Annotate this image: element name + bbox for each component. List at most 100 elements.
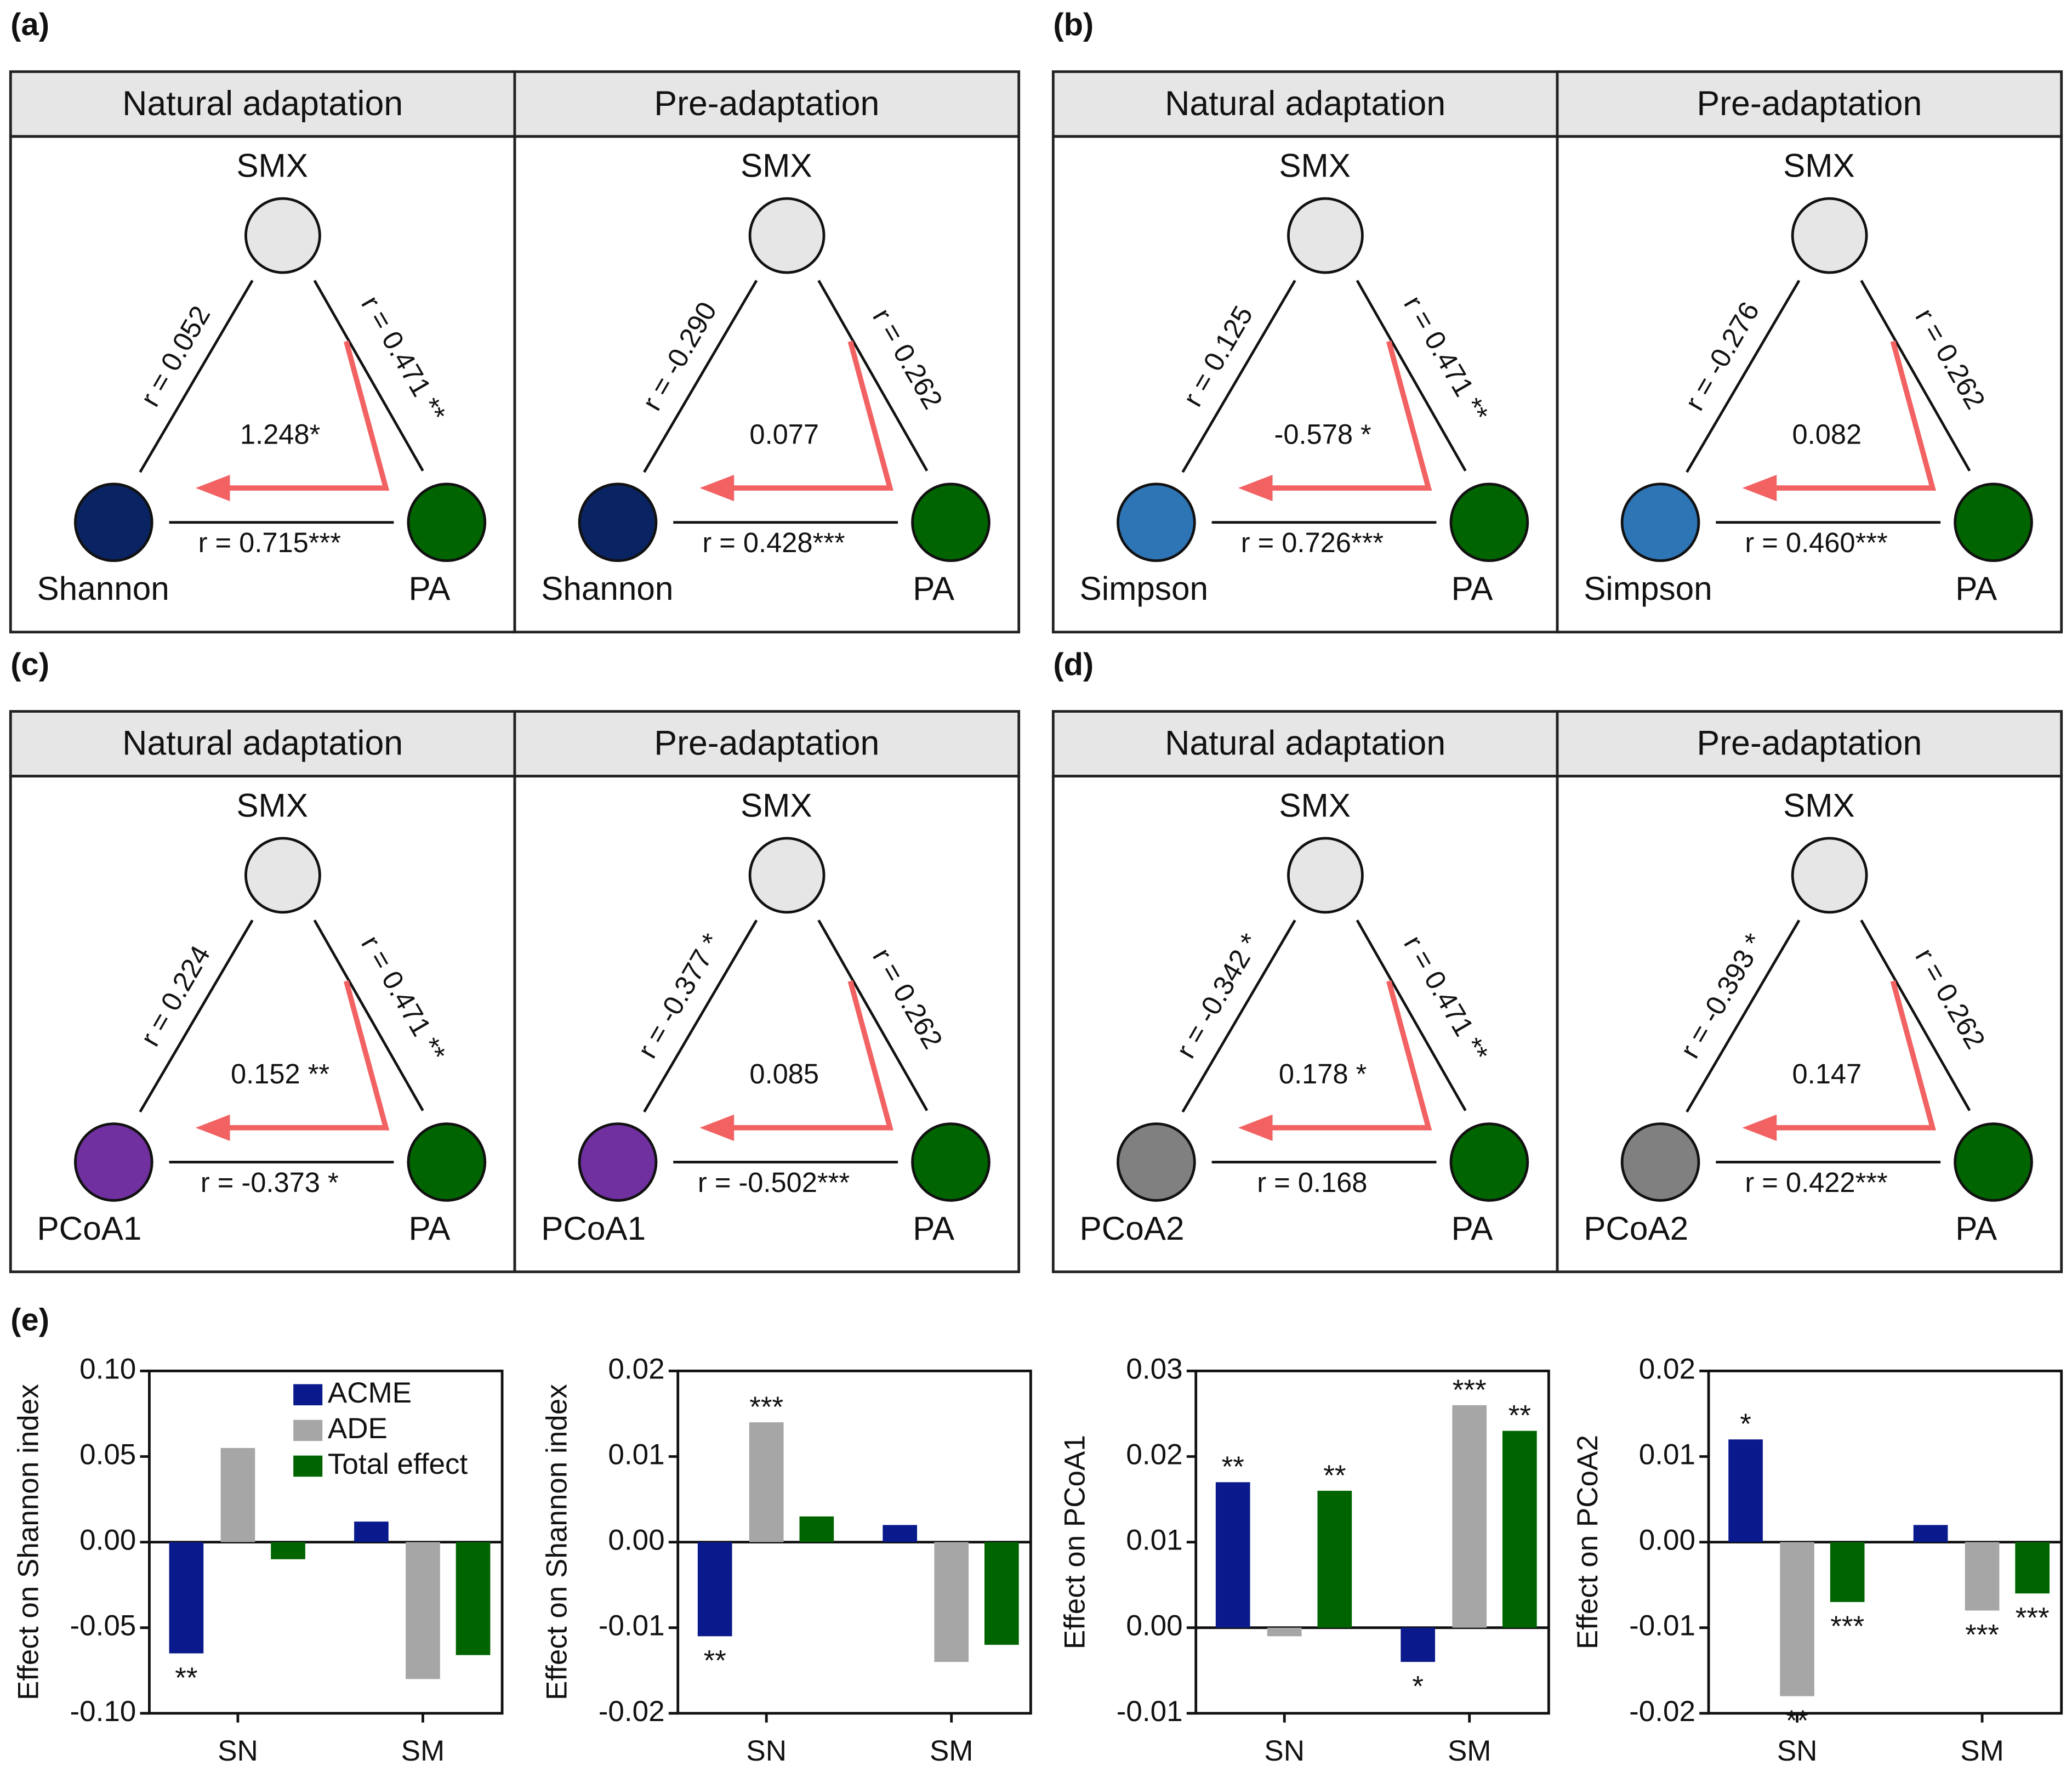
bar — [220, 1447, 255, 1542]
edge-label: r = -0.290 — [636, 297, 722, 416]
bar — [1780, 1542, 1814, 1696]
edge-label: r = 0.471 ** — [1398, 930, 1495, 1066]
panel-label: (b) — [1053, 7, 1094, 42]
effect-label: -0.578 * — [1274, 418, 1371, 450]
x-tick-label: SN — [746, 1735, 787, 1767]
node — [407, 482, 487, 563]
bar — [2015, 1542, 2050, 1594]
node-label: SMX — [1783, 786, 1855, 824]
edge-label: r = 0.471 ** — [1398, 291, 1495, 427]
node-label: PCoA1 — [541, 1210, 646, 1247]
bar — [749, 1422, 784, 1542]
y-tick-label: 0.01 — [608, 1439, 664, 1471]
edge-label: r = 0.471 ** — [355, 930, 452, 1066]
node — [244, 837, 321, 914]
y-tick-label: 0.02 — [1126, 1439, 1182, 1471]
edge-label: r = 0.471 ** — [355, 291, 452, 427]
bar — [984, 1542, 1019, 1645]
node-label: PA — [1451, 1210, 1494, 1247]
arrow-head — [195, 1114, 230, 1141]
node-label: SMX — [741, 147, 812, 184]
panel-box — [513, 775, 1021, 1274]
y-tick-label: -0.01 — [1117, 1695, 1183, 1728]
panel-label: (c) — [10, 647, 49, 682]
bar — [1401, 1627, 1436, 1662]
bar — [1830, 1542, 1865, 1602]
effect-label: 0.152 ** — [231, 1058, 329, 1089]
panel-label: (e) — [10, 1302, 49, 1337]
y-tick-label: 0.05 — [79, 1439, 136, 1471]
effect-label: 0.147 — [1792, 1058, 1862, 1089]
edge — [139, 280, 254, 473]
y-axis-title: Effect on Shannon index — [541, 1384, 573, 1700]
mediation-arrow — [222, 340, 390, 491]
x-tick-label: SN — [1264, 1735, 1305, 1767]
header-box — [1556, 710, 2063, 777]
edge-label: r = 0.715*** — [198, 527, 341, 558]
edge-label: r = 0.422*** — [1745, 1167, 1887, 1198]
legend-swatch — [293, 1455, 323, 1477]
y-tick-label: -0.02 — [1629, 1695, 1695, 1728]
node-label: SMX — [236, 147, 308, 184]
edge — [1356, 280, 1467, 472]
bar — [883, 1525, 918, 1542]
bar — [1267, 1627, 1302, 1637]
bar — [169, 1542, 204, 1654]
bar — [1913, 1525, 1948, 1542]
node — [244, 197, 321, 274]
edge — [1356, 919, 1467, 1111]
edge-label: r = 0.262 — [1909, 303, 1991, 415]
arrow-head — [1742, 1114, 1777, 1141]
edge — [1686, 280, 1801, 473]
significance-label: *** — [1453, 1374, 1487, 1406]
y-tick-label: 0.01 — [1639, 1439, 1695, 1471]
significance-label: * — [1412, 1670, 1424, 1702]
bar — [1728, 1439, 1763, 1542]
node-label: Shannon — [541, 570, 673, 607]
arrow-head — [1238, 474, 1273, 502]
bar — [1215, 1482, 1250, 1628]
effect-label: 0.085 — [749, 1058, 819, 1089]
node — [748, 837, 826, 914]
y-axis-title: Effect on PCoA1 — [1059, 1435, 1091, 1649]
node-label: PA — [1451, 570, 1494, 607]
edge-label: r = 0.262 — [867, 303, 949, 415]
significance-label: ** — [1786, 1705, 1808, 1737]
x-tick-label: SN — [218, 1735, 258, 1767]
node — [1287, 197, 1364, 274]
edge-label: r = -0.502*** — [698, 1167, 850, 1198]
y-tick-label: 0.00 — [79, 1524, 136, 1557]
mediation-arrow — [222, 980, 390, 1131]
mediation-arrow — [726, 980, 893, 1131]
significance-label: ** — [1509, 1400, 1531, 1432]
header: Pre-adaptation — [1697, 724, 1922, 763]
y-tick-label: -0.01 — [599, 1610, 665, 1642]
node-label: Simpson — [1584, 570, 1712, 607]
node — [578, 482, 658, 563]
header: Natural adaptation — [122, 724, 403, 763]
header-box — [9, 70, 516, 138]
node — [578, 1122, 658, 1202]
node-label: PA — [1955, 570, 1997, 607]
edge — [1860, 919, 1971, 1111]
node-label: SMX — [236, 786, 308, 824]
bar — [354, 1521, 389, 1542]
x-tick-label: SM — [401, 1735, 445, 1767]
significance-label: ** — [1323, 1460, 1346, 1492]
edge-label: r = -0.373 * — [201, 1167, 339, 1198]
edge — [643, 919, 758, 1113]
node — [1791, 197, 1868, 274]
edge — [1181, 280, 1296, 473]
header: Pre-adaptation — [654, 724, 879, 763]
header: Natural adaptation — [1165, 84, 1445, 123]
effect-label: 0.178 * — [1279, 1058, 1367, 1089]
node — [1620, 1122, 1700, 1202]
edge — [313, 280, 424, 472]
edge — [643, 280, 758, 473]
significance-label: ** — [175, 1662, 197, 1694]
x-tick-label: SN — [1777, 1735, 1818, 1767]
mediation-arrow — [1265, 980, 1432, 1131]
significance-label: ** — [1222, 1451, 1244, 1483]
node-label: Simpson — [1080, 570, 1208, 607]
header: Pre-adaptation — [1697, 84, 1922, 123]
